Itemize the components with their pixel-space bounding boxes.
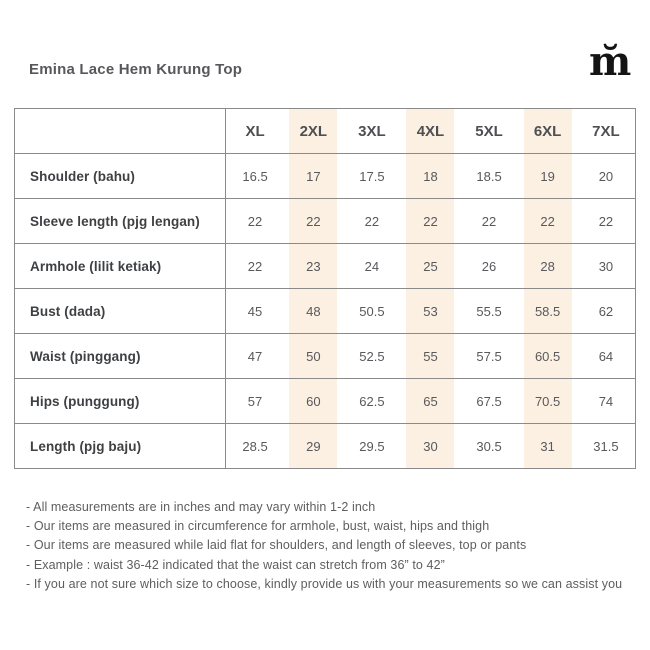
measurement-cell: 29.5 xyxy=(342,423,402,469)
corner-cell xyxy=(14,108,226,154)
measurement-cell: 31.5 xyxy=(576,423,636,469)
row-label: Waist (pinggang) xyxy=(14,333,226,379)
row-label: Hips (punggung) xyxy=(14,378,226,424)
table-row: Length (pjg baju) 28.5 29 29.5 30 30.5 31 31.5 xyxy=(14,423,636,469)
measurement-cell: 18.5 xyxy=(459,153,519,199)
measurement-cell: 23 xyxy=(284,243,343,289)
measurement-cell: 57 xyxy=(225,378,285,424)
table-row: Sleeve length (pjg lengan) 22 22 22 22 22 22 22 xyxy=(14,198,636,244)
measurement-cell: 58.5 xyxy=(518,288,577,334)
measurement-cell: 26 xyxy=(459,243,519,289)
row-label: Length (pjg baju) xyxy=(14,423,226,469)
size-chart-table: XL 2XL 3XL 4XL 5XL 6XL 7XL Shoulder (bahu) 16.5… xyxy=(14,108,636,469)
measurement-cell: 17.5 xyxy=(342,153,402,199)
measurement-cell: 50.5 xyxy=(342,288,402,334)
note-line: - Our items are measured while laid flat… xyxy=(26,538,527,553)
notes-list: - All measurements are in inches and may… xyxy=(26,498,626,594)
measurement-cell: 62.5 xyxy=(342,378,402,424)
column-header-4xl: 4XL xyxy=(401,108,460,154)
measurement-cell: 22 xyxy=(401,198,460,244)
measurement-cell: 47 xyxy=(225,333,285,379)
note-line: - All measurements are in inches and may… xyxy=(26,500,376,514)
product-title: Emina Lace Hem Kurung Top xyxy=(29,61,243,78)
measurement-cell: 19 xyxy=(518,153,577,199)
measurement-cell: 57.5 xyxy=(459,333,519,379)
note-line: - Our items are measured in circumferenc… xyxy=(26,519,490,534)
measurement-cell: 25 xyxy=(401,243,460,289)
column-header-6xl: 6XL xyxy=(518,108,577,154)
measurement-cell: 45 xyxy=(225,288,285,334)
measurement-cell: 74 xyxy=(576,378,636,424)
table-row: Hips (punggung) 57 60 62.5 65 67.5 70.5 74 xyxy=(14,378,636,424)
note-line: - Example : waist 36-42 indicated that t… xyxy=(26,557,445,572)
measurement-cell: 53 xyxy=(401,288,460,334)
column-header-2xl: 2XL xyxy=(284,108,343,154)
row-label: Bust (dada) xyxy=(14,288,226,334)
measurement-cell: 62 xyxy=(576,288,636,334)
measurement-cell: 22 xyxy=(225,198,285,244)
measurement-cell: 22 xyxy=(284,198,343,244)
measurement-cell: 20 xyxy=(576,153,636,199)
column-header-3xl: 3XL xyxy=(342,108,402,154)
measurement-cell: 50 xyxy=(284,333,343,379)
table-row: Waist (pinggang) 47 50 52.5 55 57.5 60.5 64 xyxy=(14,333,636,379)
note-line: - If you are not sure which size to choo… xyxy=(26,576,623,591)
measurement-cell: 60 xyxy=(284,378,343,424)
table-row: Armhole (lilit ketiak) 22 23 24 25 26 28 30 xyxy=(14,243,636,289)
row-label: Shoulder (bahu) xyxy=(14,153,226,199)
measurement-cell: 48 xyxy=(284,288,343,334)
measurement-cell: 30 xyxy=(401,423,460,469)
measurement-cell: 70.5 xyxy=(518,378,577,424)
measurement-cell: 64 xyxy=(576,333,636,379)
measurement-cell: 18 xyxy=(401,153,460,199)
measurement-cell: 22 xyxy=(518,198,577,244)
measurement-cell: 55 xyxy=(401,333,460,379)
measurement-cell: 30.5 xyxy=(459,423,519,469)
row-label: Armhole (lilit ketiak) xyxy=(14,243,226,289)
measurement-cell: 16.5 xyxy=(225,153,285,199)
measurement-cell: 17 xyxy=(284,153,343,199)
measurement-cell: 22 xyxy=(342,198,402,244)
measurement-cell: 65 xyxy=(401,378,460,424)
table-row: Shoulder (bahu) 16.5 17 17.5 18 18.5 19 20 xyxy=(14,153,636,199)
measurement-cell: 67.5 xyxy=(459,378,519,424)
measurement-cell: 31 xyxy=(518,423,577,469)
column-header-5xl: 5XL xyxy=(459,108,519,154)
measurement-cell: 22 xyxy=(225,243,285,289)
column-header-xl: XL xyxy=(225,108,285,154)
size-header-row: XL 2XL 3XL 4XL 5XL 6XL 7XL xyxy=(14,108,636,154)
row-label: Sleeve length (pjg lengan) xyxy=(14,198,226,244)
measurement-cell: 55.5 xyxy=(459,288,519,334)
brand-logo-icon: m̆ xyxy=(589,38,632,85)
measurement-cell: 28.5 xyxy=(225,423,285,469)
measurement-cell: 60.5 xyxy=(518,333,577,379)
measurement-cell: 29 xyxy=(284,423,343,469)
measurement-cell: 22 xyxy=(576,198,636,244)
measurement-cell: 30 xyxy=(576,243,636,289)
measurement-cell: 22 xyxy=(459,198,519,244)
column-header-7xl: 7XL xyxy=(576,108,636,154)
measurement-cell: 28 xyxy=(518,243,577,289)
measurement-cell: 24 xyxy=(342,243,402,289)
measurement-cell: 52.5 xyxy=(342,333,402,379)
table-row: Bust (dada) 45 48 50.5 53 55.5 58.5 62 xyxy=(14,288,636,334)
